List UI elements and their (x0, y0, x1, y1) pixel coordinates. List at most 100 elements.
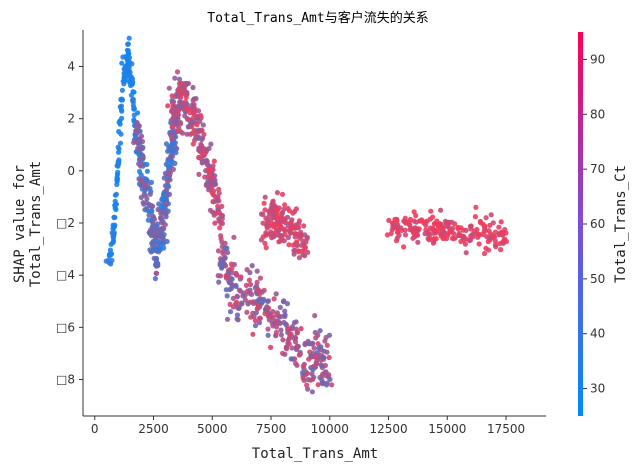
x-ticks: 0 2500 5000 7500 10000 12500 15000 17500 (91, 416, 525, 436)
scatter-point (255, 286, 261, 293)
scatter-point (309, 389, 315, 395)
scatter-point (176, 125, 182, 131)
scatter-point (224, 316, 231, 322)
scatter-point (235, 317, 241, 323)
scatter-point (282, 308, 288, 314)
colorbar-tick-label: 40 (590, 327, 605, 341)
scatter-point (119, 60, 125, 66)
scatter-point (243, 282, 249, 288)
scatter-point (438, 207, 444, 213)
scatter-point (288, 230, 294, 236)
scatter-point (213, 198, 219, 204)
scatter-point (218, 212, 225, 218)
scatter-point (210, 163, 216, 169)
scatter-point (129, 97, 136, 103)
scatter-point (193, 135, 199, 141)
scatter-point (313, 361, 319, 367)
scatter-point (271, 296, 277, 302)
scatter-point (492, 242, 498, 248)
scatter-point (138, 133, 145, 139)
scatter-point (257, 275, 263, 281)
scatter-point (326, 354, 332, 361)
scatter-point (481, 228, 487, 234)
scatter-point (255, 303, 261, 309)
scatter-point (170, 140, 176, 147)
scatter-point (386, 217, 392, 223)
scatter-point (174, 69, 181, 75)
scatter-point (402, 215, 408, 221)
scatter-point (486, 235, 492, 241)
scatter-point (178, 93, 184, 99)
y-tick-label: 4 (67, 60, 75, 74)
scatter-point (234, 312, 241, 318)
scatter-point (281, 298, 287, 304)
scatter-point (481, 250, 488, 257)
scatter-point (449, 219, 455, 225)
scatter-point (434, 218, 440, 224)
scatter-point (135, 110, 141, 116)
scatter-point (266, 305, 272, 311)
scatter-point (245, 288, 251, 294)
scatter-point (143, 176, 149, 182)
scatter-point (309, 371, 315, 377)
scatter-point (140, 200, 146, 206)
scatter-point (130, 89, 136, 95)
scatter-point (211, 188, 217, 194)
scatter-point (415, 239, 421, 245)
scatter-point (300, 370, 306, 376)
scatter-point (211, 158, 217, 164)
scatter-point (179, 130, 186, 136)
scatter-point (298, 326, 304, 332)
scatter-point (321, 355, 327, 361)
scatter-point (394, 235, 400, 241)
scatter-point (212, 220, 218, 226)
scatter-point (323, 373, 329, 379)
scatter-point (167, 173, 173, 179)
x-tick-label: 17500 (487, 422, 525, 436)
scatter-point (252, 318, 258, 324)
scatter-point (260, 220, 266, 226)
scatter-point (149, 248, 155, 254)
scatter-point (158, 204, 164, 210)
y-axis-label: SHAP value for Total_Trans_Amt (12, 161, 44, 287)
scatter-point (187, 110, 193, 116)
scatter-point (249, 263, 255, 269)
scatter-point (282, 202, 288, 208)
scatter-point (292, 231, 298, 237)
scatter-point (411, 209, 417, 215)
scatter-point (153, 255, 159, 261)
scatter-point (234, 299, 240, 305)
colorbar-tick-label: 30 (590, 382, 605, 396)
scatter-point (294, 362, 300, 368)
scatter-point (238, 274, 244, 280)
scatter-point (107, 251, 113, 257)
scatter-point (166, 85, 172, 91)
scatter-point (108, 241, 114, 247)
scatter-point (218, 233, 224, 239)
scatter-point (327, 376, 333, 382)
scatter-point (103, 258, 109, 264)
scatter-point (275, 228, 282, 234)
scatter-point (305, 376, 311, 383)
scatter-point (300, 363, 306, 369)
scatter-point (324, 349, 330, 355)
scatter-point (215, 273, 221, 279)
scatter-point (196, 154, 202, 161)
scatter-point (224, 293, 230, 299)
scatter-point (156, 247, 162, 253)
scatter-point (216, 190, 222, 196)
scatter-point (289, 345, 295, 351)
scatter-point (407, 216, 414, 222)
scatter-point (456, 230, 462, 236)
scatter-point (219, 203, 225, 209)
scatter-point (183, 106, 190, 112)
scatter-point (165, 103, 171, 109)
scatter-point (269, 206, 275, 212)
scatter-point (288, 356, 294, 362)
plot-area: 0 2500 5000 7500 10000 12500 15000 17500 4 2 0 □2 □… (56, 30, 546, 436)
scatter-point (173, 150, 179, 156)
scatter-point (491, 234, 498, 240)
y-tick-label: □6 (56, 320, 75, 334)
scatter-point (296, 249, 302, 255)
chart-title: Total_Trans_Amt与客户流失的关系 (207, 10, 428, 26)
